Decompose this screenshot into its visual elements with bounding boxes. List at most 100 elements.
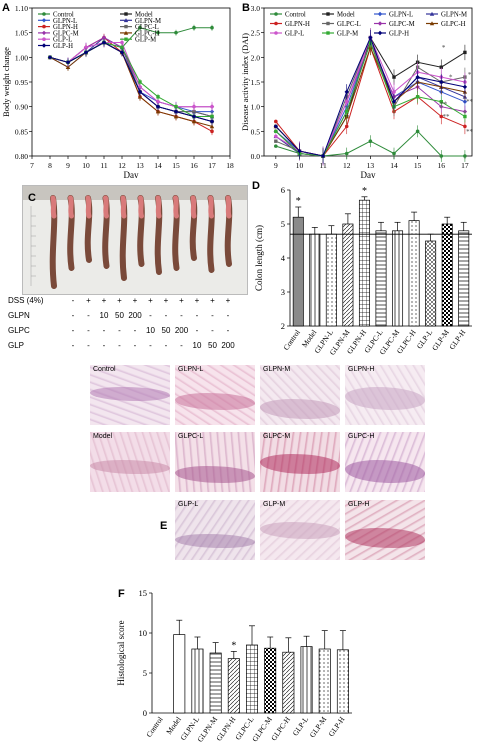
x-axis-label: Day	[361, 170, 376, 178]
colon-proximal	[173, 195, 179, 219]
legend-label: GLPC-H	[441, 21, 466, 28]
significance-mark: *	[449, 74, 453, 82]
data-point	[273, 124, 279, 129]
legend-label: GLP-H	[389, 31, 409, 38]
data-point	[344, 99, 349, 104]
legend-label: Control	[285, 12, 306, 19]
data-point	[439, 100, 443, 104]
x-axis-label: Day	[124, 170, 139, 178]
colon-proximal	[155, 195, 162, 219]
y-tick-label: 0.95	[15, 78, 28, 87]
data-point	[274, 129, 278, 134]
y-tick-label: 3	[281, 287, 285, 297]
y-tick-label: 4	[281, 253, 286, 263]
panel-label-c: C	[28, 192, 36, 204]
y-tick-label: 0.85	[15, 127, 28, 136]
treatment-mark: +	[148, 296, 153, 305]
y-tick-label: 2	[281, 321, 285, 331]
x-tick-label: 17	[461, 161, 469, 170]
treatment-mark: -	[71, 311, 75, 320]
x-tick-label: 16	[190, 161, 198, 170]
treatment-mark: -	[71, 326, 75, 335]
tissue-band	[175, 534, 255, 548]
series-line	[49, 41, 212, 113]
treatment-mark: -	[226, 311, 230, 320]
data-point	[210, 129, 214, 134]
histology-caption: GLPN-L	[178, 366, 204, 373]
colon-proximal	[120, 195, 127, 219]
colon-proximal	[103, 195, 109, 219]
y-tick-label: 10	[139, 628, 148, 638]
treatment-row: GLPC - - - - -10 50 200- - -	[8, 326, 248, 338]
legend-marker	[326, 21, 330, 26]
data-point	[209, 109, 215, 114]
series-line	[49, 41, 213, 127]
histology-caption: GLPN-H	[348, 366, 375, 373]
bar	[336, 649, 349, 714]
legend-label: GLP-L	[53, 37, 72, 44]
treatment-mark: -	[87, 326, 90, 335]
treatment-mark: -	[164, 341, 168, 350]
bar	[441, 223, 453, 327]
data-point	[156, 30, 160, 35]
tissue-band	[345, 387, 425, 410]
histology-image: Model	[90, 432, 170, 492]
tissue-band	[90, 460, 170, 474]
legend-marker	[124, 24, 128, 29]
data-point	[173, 109, 179, 114]
legend-marker	[42, 24, 46, 29]
treatment-mark: -	[102, 326, 106, 335]
data-point	[344, 89, 349, 95]
data-point	[209, 119, 215, 124]
treatment-mark: +	[194, 296, 200, 305]
legend-label: GLPC-M	[389, 21, 415, 28]
data-point	[138, 85, 142, 89]
data-point	[210, 104, 214, 109]
x-tick-label: 13	[367, 161, 375, 170]
data-point	[274, 119, 278, 124]
histology-caption: GLP-H	[348, 501, 370, 508]
data-point	[463, 114, 467, 119]
x-tick-label: GLP-H	[327, 715, 347, 739]
legend-marker	[429, 11, 435, 16]
x-tick-label: GLPN-H	[214, 715, 237, 743]
series-line	[49, 41, 213, 117]
x-tick-label: 11	[100, 161, 107, 170]
treatment-mark: 200	[174, 326, 189, 335]
legend-label: GLPN-L	[53, 18, 77, 25]
treatment-mark: -	[133, 341, 137, 350]
legend-marker	[274, 21, 278, 26]
histology-image: GLP-L	[175, 500, 255, 560]
histology-caption: GLP-L	[178, 501, 199, 508]
legend-label: GLPN-H	[53, 24, 78, 31]
histology-image: GLPC-M	[260, 432, 340, 492]
treatment-mark: 200	[221, 341, 235, 350]
x-tick-label: 12	[343, 161, 351, 170]
data-point	[156, 95, 160, 99]
bar	[209, 652, 222, 714]
data-point	[345, 109, 349, 114]
data-point	[101, 40, 107, 45]
histology-image: Control	[90, 365, 170, 425]
x-tick-label: 14	[390, 161, 398, 170]
treatment-mark: -	[164, 311, 168, 320]
bar	[325, 233, 337, 327]
y-tick-label: 0.80	[15, 152, 28, 161]
significance-mark: *	[442, 44, 446, 52]
series-line	[49, 41, 213, 122]
x-tick-label: 14	[154, 161, 162, 170]
tissue-band	[175, 466, 255, 483]
treatment-mark: +	[179, 296, 184, 305]
x-tick-label: 15	[172, 161, 180, 170]
y-tick-label: 1.10	[15, 4, 28, 13]
data-point	[391, 99, 397, 104]
legend-marker	[41, 30, 47, 36]
data-point	[344, 151, 349, 156]
legend-marker	[326, 31, 330, 35]
treatment-mark: +	[210, 296, 215, 305]
data-point	[415, 95, 420, 99]
legend-marker	[429, 21, 435, 26]
significance-mark: **	[466, 128, 474, 136]
legend-label: GLP-L	[285, 31, 304, 38]
